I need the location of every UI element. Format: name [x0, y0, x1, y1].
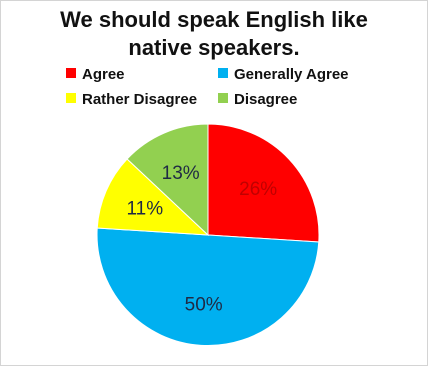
pie-slice-generally-agree	[96, 227, 320, 347]
legend-swatch-agree	[66, 68, 76, 78]
pie-label-agree: 26%	[239, 179, 277, 200]
pie-slice-rather-disagree	[96, 158, 210, 236]
legend-item-rather-disagree: Rather Disagree	[66, 91, 197, 109]
legend-label-disagree: Disagree	[234, 91, 298, 108]
pie-label-disagree: 13%	[162, 163, 200, 184]
chart-title-line-2: native speakers.	[128, 35, 300, 60]
legend-swatch-disagree	[218, 93, 228, 103]
pie-slice-agree	[207, 123, 320, 243]
legend-label-generally-agree: Generally Agree	[234, 66, 349, 83]
pie-label-generally-agree: 50%	[185, 295, 223, 316]
legend-label-rather-disagree: Rather Disagree	[82, 91, 198, 108]
legend-swatch-generally-agree	[218, 68, 228, 78]
pie-label-rather-disagree: 11%	[126, 199, 163, 220]
legend-item-agree: Agree	[66, 66, 125, 84]
legend-item-disagree: Disagree	[218, 91, 297, 109]
pie-slice-disagree	[126, 123, 209, 237]
legend-swatch-rather-disagree	[66, 93, 76, 103]
legend-label-agree: Agree	[82, 66, 125, 83]
chart-title-line-1: We should speak English like	[60, 7, 368, 32]
legend-item-generally-agree: Generally Agree	[218, 66, 349, 84]
